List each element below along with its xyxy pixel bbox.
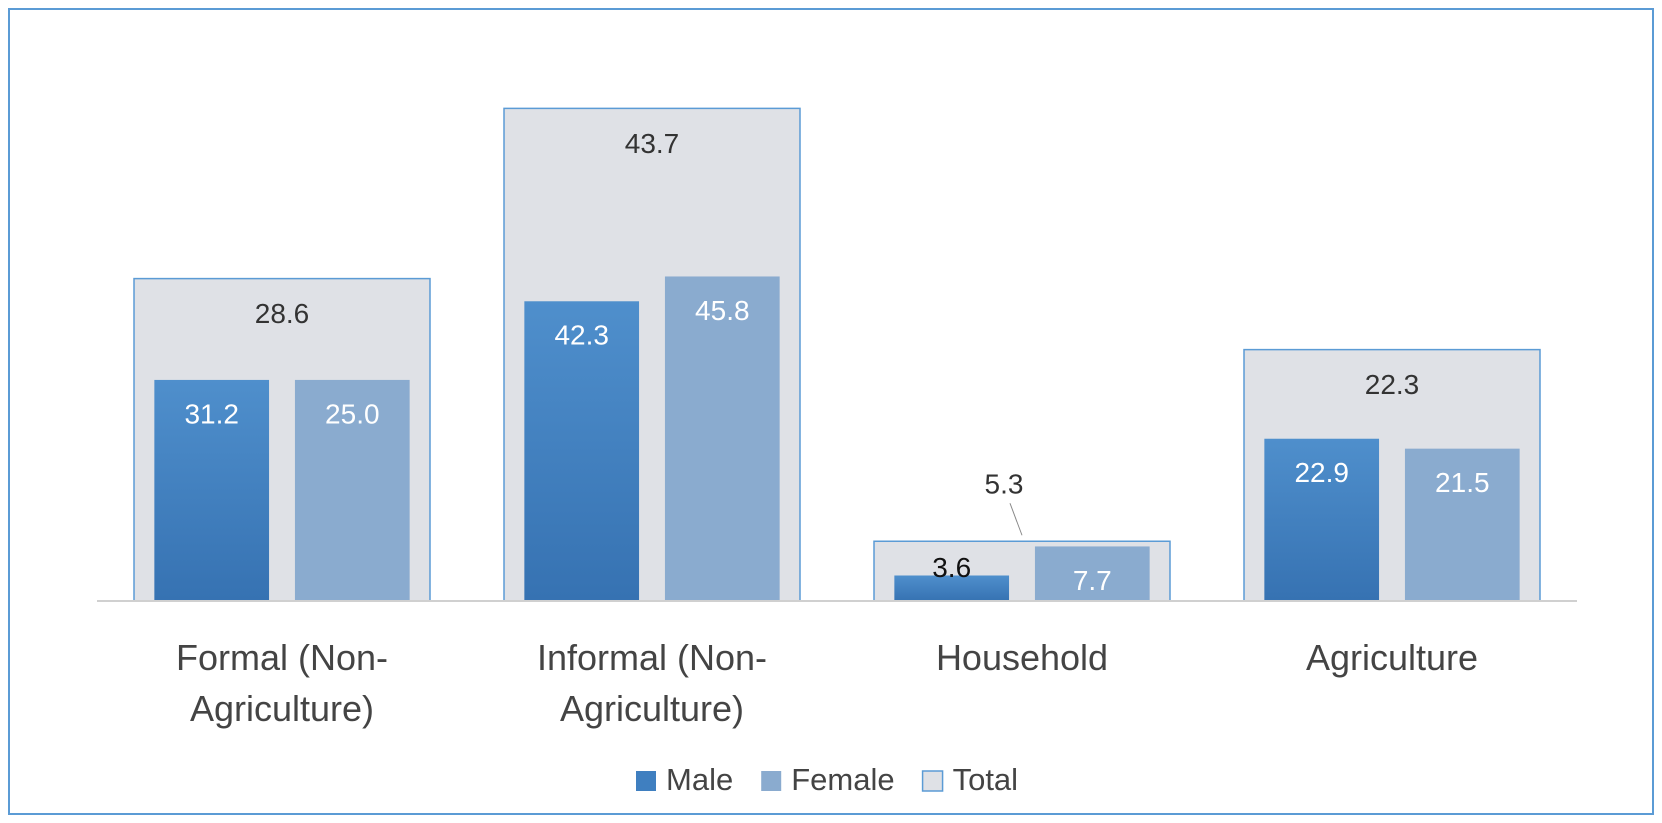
x-tick-label: Informal (Non-Agriculture): [536, 637, 768, 729]
bar: [524, 301, 640, 601]
x-tick-label: Formal (Non-Agriculture): [175, 637, 389, 729]
bar: [1264, 438, 1380, 601]
bar: [664, 276, 780, 601]
bar: [154, 379, 270, 601]
legend-label: Male: [666, 762, 733, 797]
data-label: 42.3: [554, 320, 609, 351]
chart-frame: [8, 8, 1654, 815]
bar: [1404, 448, 1520, 601]
data-label: 7.7: [1073, 565, 1112, 596]
total-label: 43.7: [625, 128, 680, 159]
bar: [894, 575, 1010, 601]
total-label: 22.3: [1365, 369, 1420, 400]
data-label: 31.2: [184, 398, 239, 429]
legend-marker: [761, 771, 782, 791]
legend-marker: [636, 771, 656, 791]
data-label: 3.6: [932, 552, 971, 583]
data-label: 45.8: [695, 295, 750, 326]
legend-label: Female: [791, 762, 894, 797]
bar: [1034, 546, 1150, 601]
bar: [294, 379, 410, 601]
x-tick-label: Household: [935, 637, 1109, 678]
total-label: 5.3: [985, 469, 1024, 500]
data-label: 22.9: [1294, 457, 1349, 488]
legend-marker: [921, 770, 944, 792]
data-label: 25.0: [325, 398, 380, 429]
x-tick-label: Agriculture: [1305, 637, 1479, 678]
total-label: 28.6: [255, 298, 310, 329]
leader-line: [1009, 503, 1023, 536]
legend-label: Total: [953, 762, 1018, 797]
data-label: 21.5: [1435, 467, 1490, 498]
